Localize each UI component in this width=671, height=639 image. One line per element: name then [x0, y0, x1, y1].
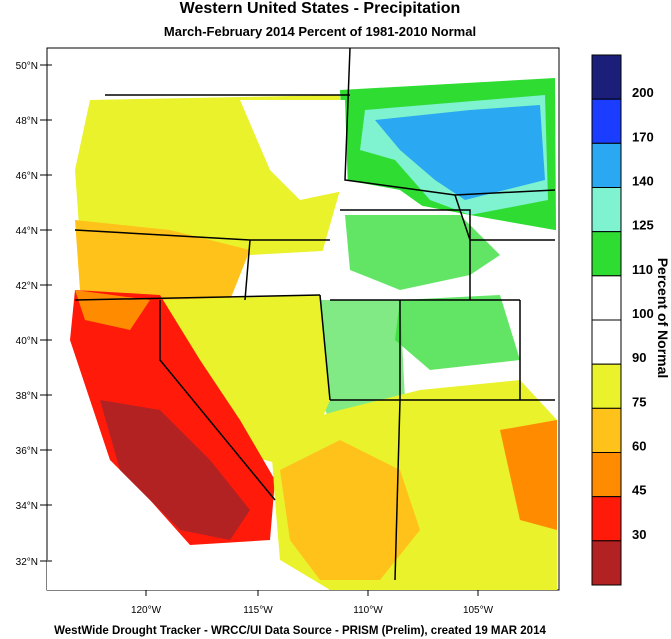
- map-footer: WestWide Drought Tracker - WRCC/UI Data …: [54, 625, 546, 637]
- colorbar-title: Percent of Normal: [655, 258, 671, 379]
- colorbar-label: 125: [632, 218, 654, 233]
- colorbar-label: 90: [632, 350, 646, 365]
- colorbar-swatch: [591, 275, 622, 321]
- lat-label: 36°N: [16, 446, 38, 457]
- colorbar: 200 170 140 125 110 100 90 75 60 45 30 Percent of …: [591, 54, 671, 586]
- lat-label: 40°N: [16, 336, 38, 347]
- colorbar-swatch: [591, 363, 622, 409]
- region-oregon-orange: [75, 220, 250, 300]
- colorbar-swatch: [591, 452, 622, 498]
- lon-label: 110°W: [353, 605, 383, 616]
- region-mexico: [47, 548, 330, 590]
- colorbar-label: 60: [632, 439, 646, 454]
- colorbar-label: 170: [632, 129, 654, 144]
- lon-label: 105°W: [463, 605, 494, 616]
- colorbar-swatch: [591, 98, 622, 144]
- colorbar-swatch: [591, 231, 622, 277]
- colorbar-label: 100: [632, 306, 654, 321]
- map-plot-area: [46, 47, 560, 591]
- colorbar-label: 30: [632, 527, 646, 542]
- lat-label: 42°N: [16, 281, 38, 292]
- region-idaho-white: [240, 100, 348, 200]
- colorbar-swatch: [591, 319, 622, 365]
- colorbar-swatch: [591, 142, 622, 188]
- colorbar-label: 45: [632, 483, 646, 498]
- region-montana-wettest: [375, 105, 545, 200]
- lat-axis: 50°N 48°N 46°N 44°N 42°N 40°N 38°N 36°N 34°N 32°N: [16, 61, 52, 568]
- region-az-orange: [280, 440, 420, 580]
- colorbar-swatch: [591, 496, 622, 542]
- state-boundaries: [74, 47, 556, 581]
- lat-label: 44°N: [16, 226, 38, 237]
- colorbar-label: 200: [632, 85, 654, 100]
- colorbar-label: 75: [632, 394, 646, 409]
- lat-label: 46°N: [16, 171, 38, 182]
- region-wyoming-green: [345, 215, 500, 290]
- colorbar-swatch: [591, 540, 622, 586]
- region-california-darkred: [100, 400, 250, 540]
- lat-label: 32°N: [16, 557, 38, 568]
- lon-axis: 120°W 115°W 110°W 105°W: [131, 590, 494, 616]
- region-colorado-green: [395, 295, 520, 370]
- lat-label: 50°N: [16, 61, 38, 72]
- region-nm-orange: [500, 420, 557, 530]
- lat-label: 48°N: [16, 116, 38, 127]
- lat-label: 34°N: [16, 501, 38, 512]
- colorbar-swatch: [591, 187, 622, 233]
- map-subtitle: March-February 2014 Percent of 1981-2010…: [163, 24, 477, 39]
- colorbar-label: 140: [632, 174, 654, 189]
- lon-label: 115°W: [243, 605, 273, 616]
- lon-label: 120°W: [131, 605, 162, 616]
- colorbar-label: 110: [632, 262, 653, 277]
- map-title: Western United States - Precipitation: [179, 0, 461, 17]
- colorbar-swatch: [591, 54, 622, 100]
- colorbar-swatch: [591, 407, 622, 454]
- lat-label: 38°N: [16, 391, 38, 402]
